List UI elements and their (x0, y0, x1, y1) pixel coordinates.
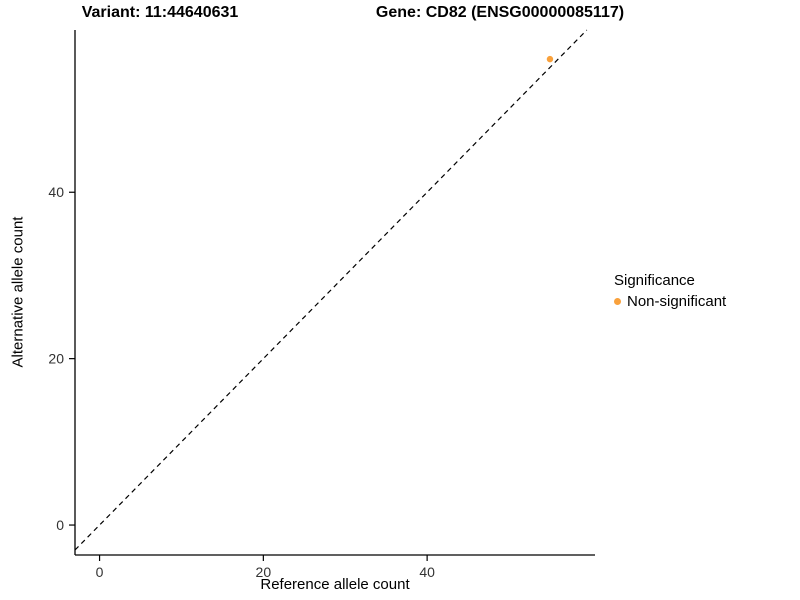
y-axis-label: Alternative allele count (9, 216, 27, 368)
x-tick-label: 40 (419, 564, 435, 580)
data-point (546, 55, 554, 63)
identity-line (74, 29, 588, 551)
x-axis-label: Reference allele count (260, 576, 410, 593)
legend-entry: Non-significant (614, 293, 726, 310)
legend-title: Significance (614, 272, 695, 289)
plot-title-gene: Gene: CD82 (ENSG00000085117) (375, 4, 625, 21)
plot-title-variant: Variant: 11:44640631 (81, 4, 239, 21)
legend-point-icon (614, 298, 621, 305)
x-tick-label: 20 (256, 564, 272, 580)
legend: Significance Non-significant (614, 272, 726, 310)
x-tick-label: 0 (96, 564, 104, 580)
y-tick-label: 0 (56, 517, 64, 533)
y-tick-label: 40 (48, 184, 64, 200)
legend-entry-label: Non-significant (627, 293, 727, 310)
y-tick-label: 20 (48, 351, 64, 367)
